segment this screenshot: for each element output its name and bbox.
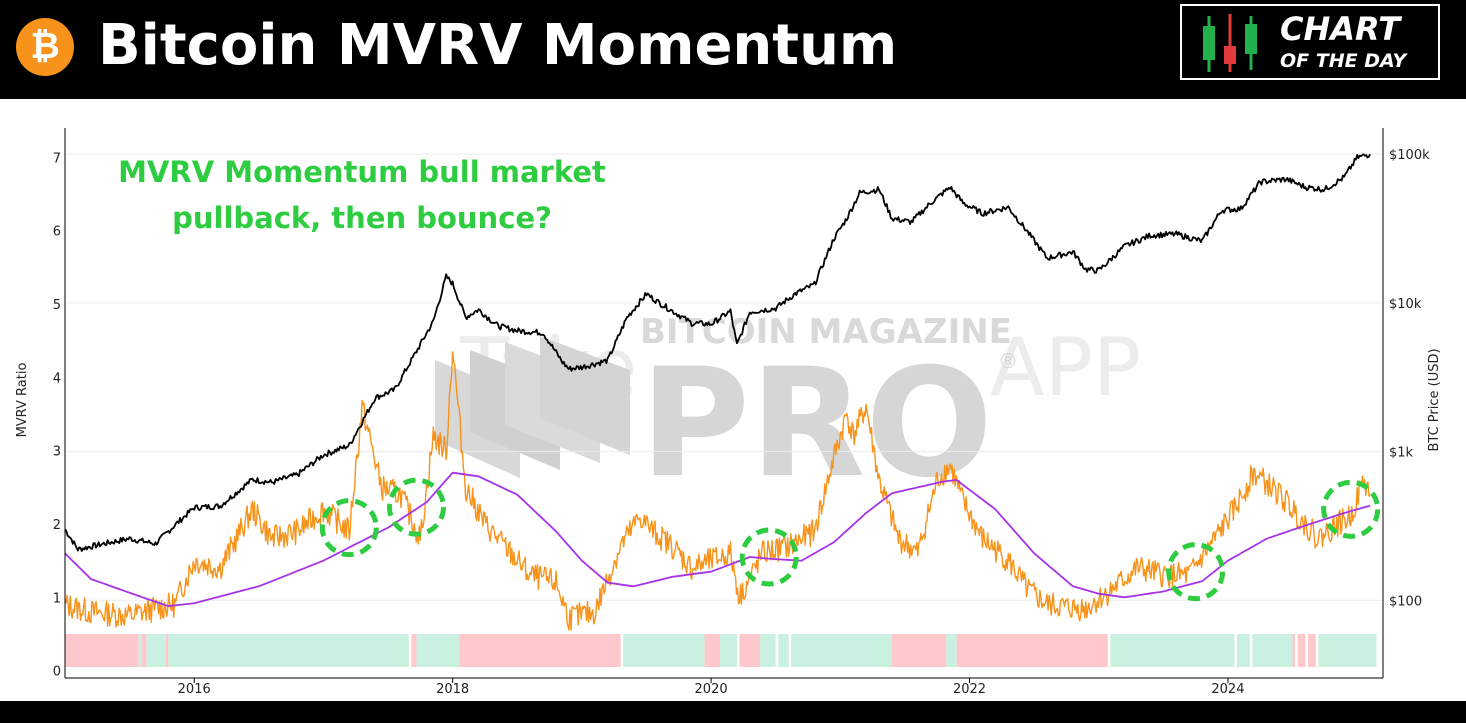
x-tick-label: 2018 — [436, 682, 469, 697]
watermark-brand: BITCOIN MAGAZINE — [640, 312, 1012, 352]
regime-segment-bear — [956, 634, 1108, 667]
regime-segment-bear — [704, 634, 721, 667]
grid: $100 $1k $10k $100k 0 1 2 3 4 5 6 7 2016 2018 2020 2022… — [53, 148, 1430, 697]
regime-segment-bear — [1308, 634, 1316, 667]
regime-segment-bear — [65, 634, 139, 667]
left-tick-label: 4 — [53, 371, 61, 386]
badge-line-1: CHART — [1280, 10, 1401, 48]
btc-price-line — [64, 153, 1371, 552]
watermark-faint-right: APP — [990, 321, 1141, 414]
mvrv-chart: Take APP BITCOIN MAGAZINE PRO ® $100$1k$… — [15, 128, 1442, 697]
x-tick-label: 2016 — [178, 682, 211, 697]
regime-segment-bear — [141, 634, 147, 667]
page-title: Bitcoin MVRV Momentum — [98, 13, 898, 78]
right-tick-label: $100k — [1389, 148, 1430, 163]
left-tick-label: 2 — [53, 518, 61, 533]
mvrv-momentum-line — [64, 471, 1371, 607]
highlight-circle — [739, 527, 799, 587]
highlight-circles — [319, 477, 1381, 602]
watermark: Take APP BITCOIN MAGAZINE PRO ® — [435, 312, 1141, 511]
highlight-circle — [1166, 542, 1226, 602]
annotation-line-1: MVRV Momentum bull market — [118, 155, 606, 189]
highlight-circle — [1321, 479, 1381, 539]
regime-segment-bull — [720, 634, 737, 667]
badge-line-2: OF THE DAY — [1280, 50, 1407, 72]
left-tick-label: 5 — [53, 298, 61, 313]
regime-segment-bull — [416, 634, 460, 667]
regime-segment-bear — [891, 634, 947, 667]
regime-segment-bear — [1297, 634, 1306, 667]
right-tick-label: $100 — [1389, 594, 1422, 609]
regime-segment-bear — [739, 634, 761, 667]
left-tick-label: 6 — [53, 225, 61, 240]
bitcoin-logo-icon: ₿ — [16, 18, 74, 76]
left-tick-label: 3 — [53, 445, 61, 460]
x-tick-label: 2024 — [1211, 682, 1244, 697]
regime-segment-bull — [623, 634, 705, 667]
series-lines — [64, 153, 1371, 631]
y-axis-title-left: MVRV Ratio — [15, 363, 30, 438]
regime-segment-bull — [760, 634, 776, 667]
title-banner: ₿ Bitcoin MVRV Momentum CHART OF THE DAY — [0, 0, 1466, 99]
regime-segment-bear — [459, 634, 621, 667]
regime-segment-bear — [165, 634, 169, 667]
footer-bar — [0, 701, 1466, 723]
regime-segment-bear — [411, 634, 417, 667]
y-axis-title-right: BTC Price (USD) — [1427, 348, 1442, 451]
regime-segment-bull — [146, 634, 166, 667]
regime-segment-bull — [1110, 634, 1235, 667]
mvrv-ratio-line — [64, 351, 1371, 631]
regime-band — [65, 634, 1377, 667]
regime-segment-bull — [138, 634, 142, 667]
regime-segment-bull — [791, 634, 892, 667]
highlight-circle — [319, 498, 379, 558]
left-tick-label: 7 — [53, 151, 61, 166]
annotation-line-2: pullback, then bounce? — [172, 201, 552, 235]
axes — [64, 128, 1384, 679]
highlight-circle — [386, 477, 446, 537]
right-tick-label: $10k — [1389, 297, 1422, 312]
x-tick-label: 2022 — [953, 682, 986, 697]
regime-segment-bull — [1318, 634, 1377, 667]
watermark-logo-icon — [435, 336, 630, 478]
left-tick-label: 0 — [53, 665, 61, 680]
right-tick-label: $1k — [1389, 446, 1414, 461]
watermark-registered: ® — [998, 349, 1018, 373]
regime-segment-bull — [946, 634, 957, 667]
chart-of-the-day-badge: CHART OF THE DAY — [1180, 4, 1440, 80]
regime-segment-bull — [778, 634, 789, 667]
regime-segment-bull — [1252, 634, 1293, 667]
candlestick-icon — [1203, 14, 1257, 72]
regime-segment-bull — [1236, 634, 1250, 667]
left-tick-label: 1 — [53, 591, 61, 606]
regime-segment-bear — [1292, 634, 1296, 667]
watermark-pro: PRO — [640, 337, 993, 511]
x-tick-label: 2020 — [695, 682, 728, 697]
regime-segment-bull — [168, 634, 409, 667]
